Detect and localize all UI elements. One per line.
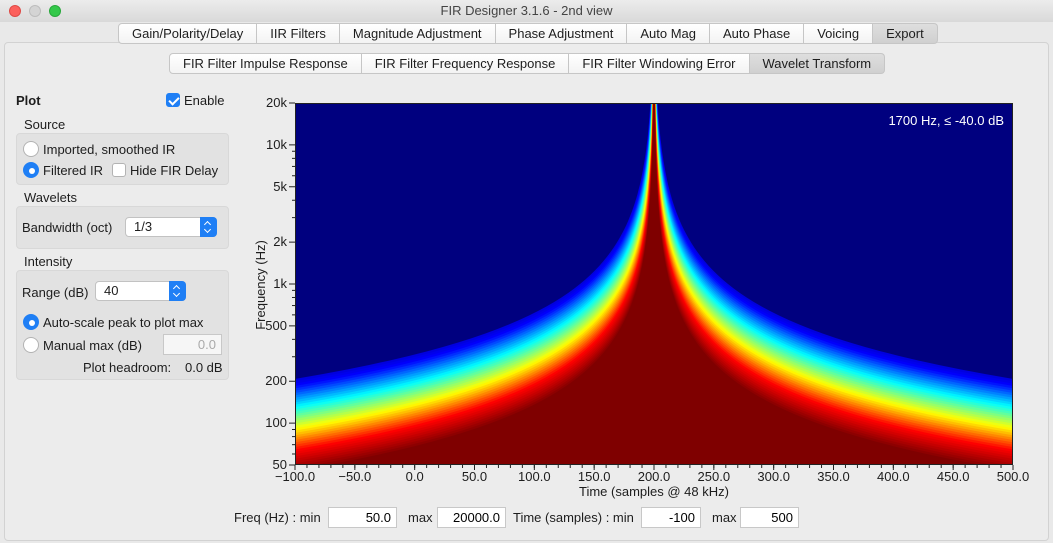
time-max-field[interactable] [740,507,799,528]
window-title: FIR Designer 3.1.6 - 2nd view [440,3,613,18]
chevron-up-down-icon [169,281,186,301]
range-select[interactable]: 40 [95,281,186,301]
imported-ir-radio[interactable] [23,141,39,157]
auto-scale-label[interactable]: Auto-scale peak to plot max [43,315,204,330]
enable-label[interactable]: Enable [184,93,225,108]
bandwidth-label: Bandwidth (oct) [22,220,113,235]
tab-gain-polarity-delay[interactable]: Gain/Polarity/Delay [118,23,258,44]
tab-magnitude-adjustment[interactable]: Magnitude Adjustment [339,23,496,44]
subtab-fir-filter-windowing-error[interactable]: FIR Filter Windowing Error [569,53,750,74]
wavelets-label: Wavelets [24,190,77,205]
bandwidth-select[interactable]: 1/3 [125,217,217,237]
chevron-up-down-icon [200,217,217,237]
wavelet-heatmap [296,104,1012,464]
range-label: Range (dB) [22,285,89,300]
tab-auto-mag[interactable]: Auto Mag [627,23,710,44]
freq-max-label: max [408,510,433,525]
freq-min-field[interactable] [328,507,397,528]
tab-iir-filters[interactable]: IIR Filters [257,23,340,44]
time-max-label: max [712,510,737,525]
tab-export[interactable]: Export [873,23,938,44]
close-window-icon[interactable] [9,5,21,17]
intensity-label: Intensity [24,254,73,269]
bandwidth-value: 1/3 [134,219,153,234]
source-label: Source [24,117,66,132]
range-value: 40 [104,283,119,298]
subtab-wavelet-transform[interactable]: Wavelet Transform [749,53,886,74]
minimize-window-icon[interactable] [29,5,41,17]
freq-range-label: Freq (Hz) : min [234,510,321,525]
x-axis-label: Time (samples @ 48 kHz) [579,484,729,499]
time-range-label: Time (samples) : min [513,510,634,525]
subtab-fir-filter-impulse-response[interactable]: FIR Filter Impulse Response [169,53,362,74]
enable-checkbox[interactable] [166,93,180,107]
wavelet-plot-area[interactable]: 1700 Hz, ≤ -40.0 dB [295,103,1013,465]
headroom-value: 0.0 dB [185,360,223,375]
hide-fir-delay-checkbox[interactable] [112,163,126,177]
tab-voicing[interactable]: Voicing [804,23,874,44]
subtab-fir-filter-frequency-response[interactable]: FIR Filter Frequency Response [361,53,570,74]
headroom-label: Plot headroom: [83,360,172,375]
manual-max-field[interactable] [163,334,222,355]
maximize-window-icon[interactable] [49,5,61,17]
plot-annotation: 1700 Hz, ≤ -40.0 dB [888,113,1004,128]
plot-label: Plot [16,93,41,108]
y-axis-label: Frequency (Hz) [253,240,268,330]
time-min-field[interactable] [641,507,701,528]
manual-max-label[interactable]: Manual max (dB) [43,338,142,353]
tab-auto-phase[interactable]: Auto Phase [710,23,805,44]
imported-ir-label[interactable]: Imported, smoothed IR [43,142,176,157]
filtered-ir-label[interactable]: Filtered IR [43,163,103,178]
main-tab-bar: Gain/Polarity/Delay IIR Filters Magnitude … [118,23,938,44]
heatmap-band [332,104,976,464]
title-bar: FIR Designer 3.1.6 - 2nd view [0,0,1053,22]
manual-max-radio[interactable] [23,337,39,353]
tab-phase-adjustment[interactable]: Phase Adjustment [495,23,628,44]
freq-max-field[interactable] [437,507,506,528]
auto-scale-radio[interactable] [23,314,39,330]
hide-fir-delay-label[interactable]: Hide FIR Delay [130,163,219,178]
sub-tab-bar: FIR Filter Impulse Response FIR Filter Fr… [169,53,886,74]
filtered-ir-radio[interactable] [23,162,39,178]
